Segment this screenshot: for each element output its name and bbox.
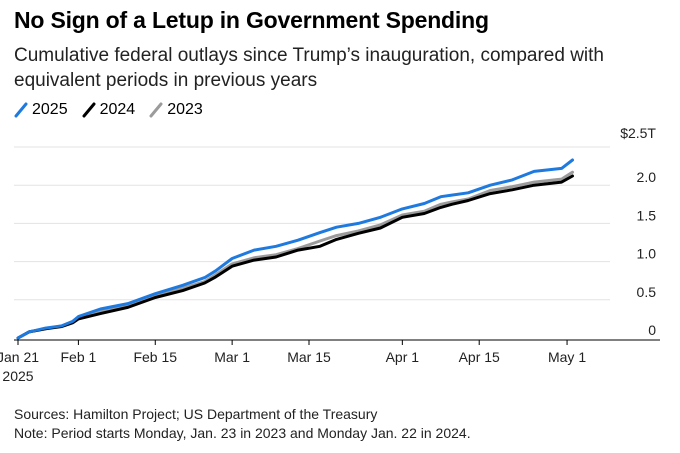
y-tick-label: $2.5T [620,125,656,141]
axes: 0 0.5 1.0 1.5 2.0 $2.5T Jan 21 2025 Feb 1 Feb 15 M… [0,125,660,384]
y-tick-label: 1.5 [637,207,657,223]
legend-label-2025: 2025 [32,101,68,118]
series-lines [16,158,574,340]
x-tick-label: Mar 1 [214,349,250,365]
y-tick-label: 0.5 [637,284,657,300]
series-line-2025 [16,158,574,340]
legend-label-2024: 2024 [99,101,136,118]
x-tick-label: Feb 1 [60,349,96,365]
legend-label-2023: 2023 [167,101,203,118]
y-tick-label: 0 [648,322,656,338]
footer: Sources: Hamilton Project; US Department… [14,405,471,443]
legend-item-2024: 2024 [82,101,136,119]
x-tick-label: Mar 15 [287,349,331,365]
grid-lines [14,146,610,301]
x-tick-label: Feb 15 [133,349,177,365]
legend-swatch-2023 [149,102,163,118]
legend-item-2025: 2025 [14,101,68,119]
sources-note: Sources: Hamilton Project; US Department… [14,406,378,422]
x-tick-label: Apr 15 [459,349,500,365]
x-tick-label: May 1 [548,349,586,365]
legend: 2025 2024 2023 [14,101,217,119]
chart-subtitle: Cumulative federal outlays since Trump’s… [14,45,605,91]
legend-swatch-2025 [14,102,28,118]
chart-title: No Sign of a Letup in Government Spendin… [14,7,489,33]
period-note: Note: Period starts Monday, Jan. 23 in 2… [14,425,471,441]
legend-item-2023: 2023 [149,101,203,119]
x-tick-label: Jan 21 2025 [0,349,39,384]
x-tick-label: Apr 1 [386,349,420,365]
y-tick-label: 2.0 [637,169,657,185]
series-line-2024 [16,174,574,340]
legend-swatch-2024 [82,102,96,118]
y-tick-label: 1.0 [637,246,657,262]
